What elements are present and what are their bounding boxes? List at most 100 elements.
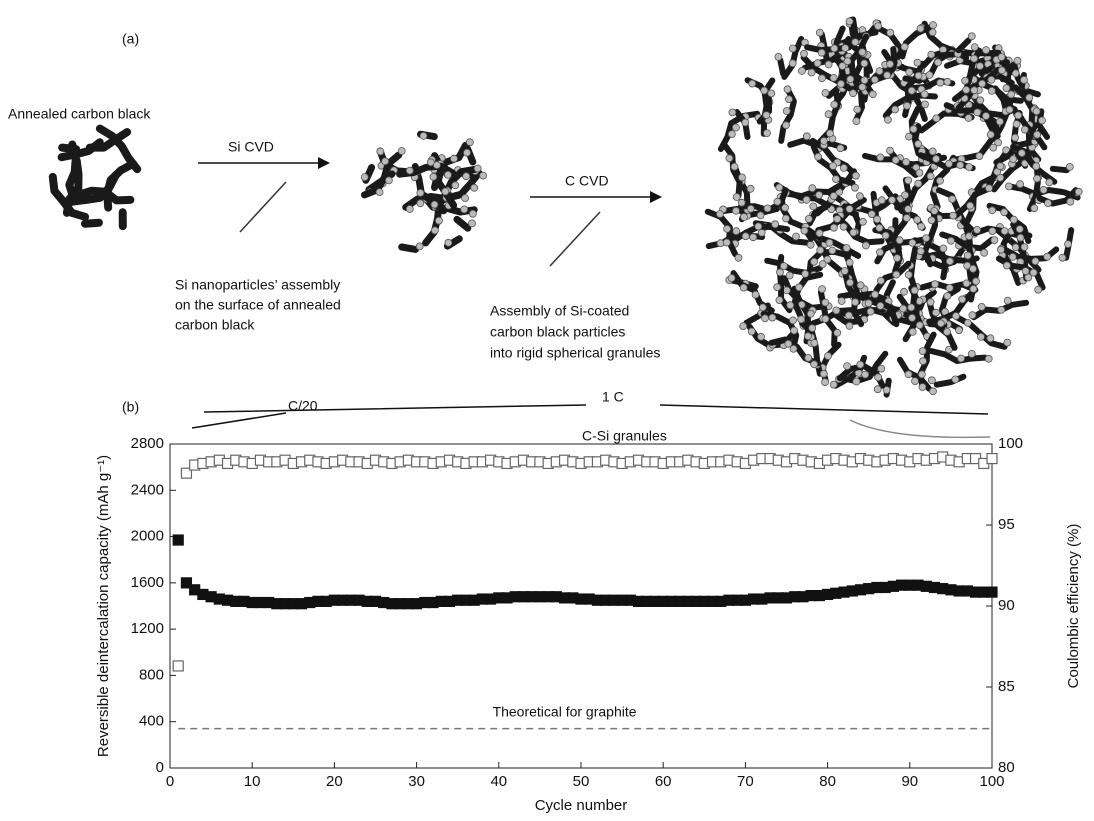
annotation-arrow — [192, 413, 286, 428]
si-particle — [976, 153, 983, 160]
branch — [1053, 169, 1067, 170]
si-particle — [840, 223, 847, 230]
si-particle — [772, 221, 779, 228]
si-particle — [900, 305, 907, 312]
si-particle — [861, 77, 868, 84]
si-particle — [385, 177, 392, 184]
si-particle — [985, 355, 992, 362]
si-particle — [830, 163, 837, 170]
si-particle — [819, 286, 826, 293]
si-particle — [777, 269, 784, 276]
arrow-head — [650, 191, 662, 203]
si-particle — [877, 277, 884, 284]
si-particle — [896, 237, 903, 244]
y-tick-label: 2800 — [131, 435, 164, 452]
y-axis-title: Reversible deintercalation capacity (mAh… — [95, 455, 112, 757]
si-particle — [1033, 108, 1040, 115]
si-particle — [844, 58, 851, 65]
branch — [942, 53, 998, 56]
branch — [959, 40, 969, 50]
si-particle — [834, 329, 841, 336]
si-particle — [893, 271, 900, 278]
si-particle — [1035, 286, 1042, 293]
si-particle — [969, 312, 976, 319]
si-particle — [928, 51, 935, 58]
si-particle — [859, 218, 866, 225]
si-particle — [822, 90, 829, 97]
si-particle — [463, 173, 470, 180]
si-particle — [847, 279, 854, 286]
si-particle — [840, 164, 847, 171]
si-particle — [876, 68, 883, 75]
si-particle — [1032, 258, 1039, 265]
si-particle — [742, 119, 749, 126]
si-particle — [1006, 106, 1013, 113]
si-particle — [474, 165, 481, 172]
si-particle — [726, 155, 733, 162]
si-particle — [874, 216, 881, 223]
si-particle — [1022, 268, 1029, 275]
si-particle — [820, 370, 827, 377]
si-particle — [789, 45, 796, 52]
si-particle — [970, 265, 977, 272]
x-tick-label: 40 — [490, 773, 507, 790]
si-particle — [723, 239, 730, 246]
si-particle — [729, 109, 736, 116]
branch — [402, 247, 416, 249]
si-particle — [739, 174, 746, 181]
branch — [937, 377, 964, 385]
si-particle — [758, 333, 765, 340]
si-particle — [884, 72, 891, 79]
si-particle — [859, 84, 866, 91]
si-particle — [909, 239, 916, 246]
annotation: 1 C — [602, 389, 624, 405]
si-particle — [974, 226, 981, 233]
si-particle — [738, 199, 745, 206]
si-particle — [469, 220, 476, 227]
si-particle — [783, 287, 790, 294]
si-particle — [416, 243, 423, 250]
si-particle — [997, 163, 1004, 170]
x-tick-label: 70 — [737, 773, 754, 790]
si-particle — [884, 116, 891, 123]
si-particle — [376, 189, 383, 196]
si-particle — [747, 185, 754, 192]
si-particle — [971, 87, 978, 94]
si-particle — [1001, 228, 1008, 235]
si-particle — [964, 319, 971, 326]
si-particle — [842, 45, 849, 52]
si-particle — [471, 184, 478, 191]
si-particle — [937, 177, 944, 184]
si-particle — [807, 310, 814, 317]
si-particle — [717, 240, 724, 247]
si-particle — [937, 79, 944, 86]
si-particle — [827, 130, 834, 137]
si-particle — [998, 306, 1005, 313]
si-particle — [852, 299, 859, 306]
si-particle — [435, 217, 442, 224]
si-particle — [769, 314, 776, 321]
si-particle — [946, 160, 953, 167]
si-particle — [852, 39, 859, 46]
si-particle — [433, 162, 440, 169]
si-particle — [917, 25, 924, 32]
si-particle — [786, 272, 793, 279]
si-particle — [908, 304, 915, 311]
si-particle — [872, 291, 879, 298]
si-particle — [816, 192, 823, 199]
si-particle — [757, 212, 764, 219]
x-tick-label: 20 — [326, 773, 343, 790]
si-particle — [850, 229, 857, 236]
si-particle — [903, 159, 910, 166]
si-particle — [462, 195, 469, 202]
si-particle — [983, 47, 990, 54]
si-particle — [845, 312, 852, 319]
si-particle — [816, 230, 823, 237]
si-particle — [916, 169, 923, 176]
si-particle — [742, 233, 749, 240]
si-particle — [466, 139, 473, 146]
si-particle — [940, 245, 947, 252]
si-particle — [877, 302, 884, 309]
si-particle — [905, 206, 912, 213]
x-tick-label: 50 — [573, 773, 590, 790]
